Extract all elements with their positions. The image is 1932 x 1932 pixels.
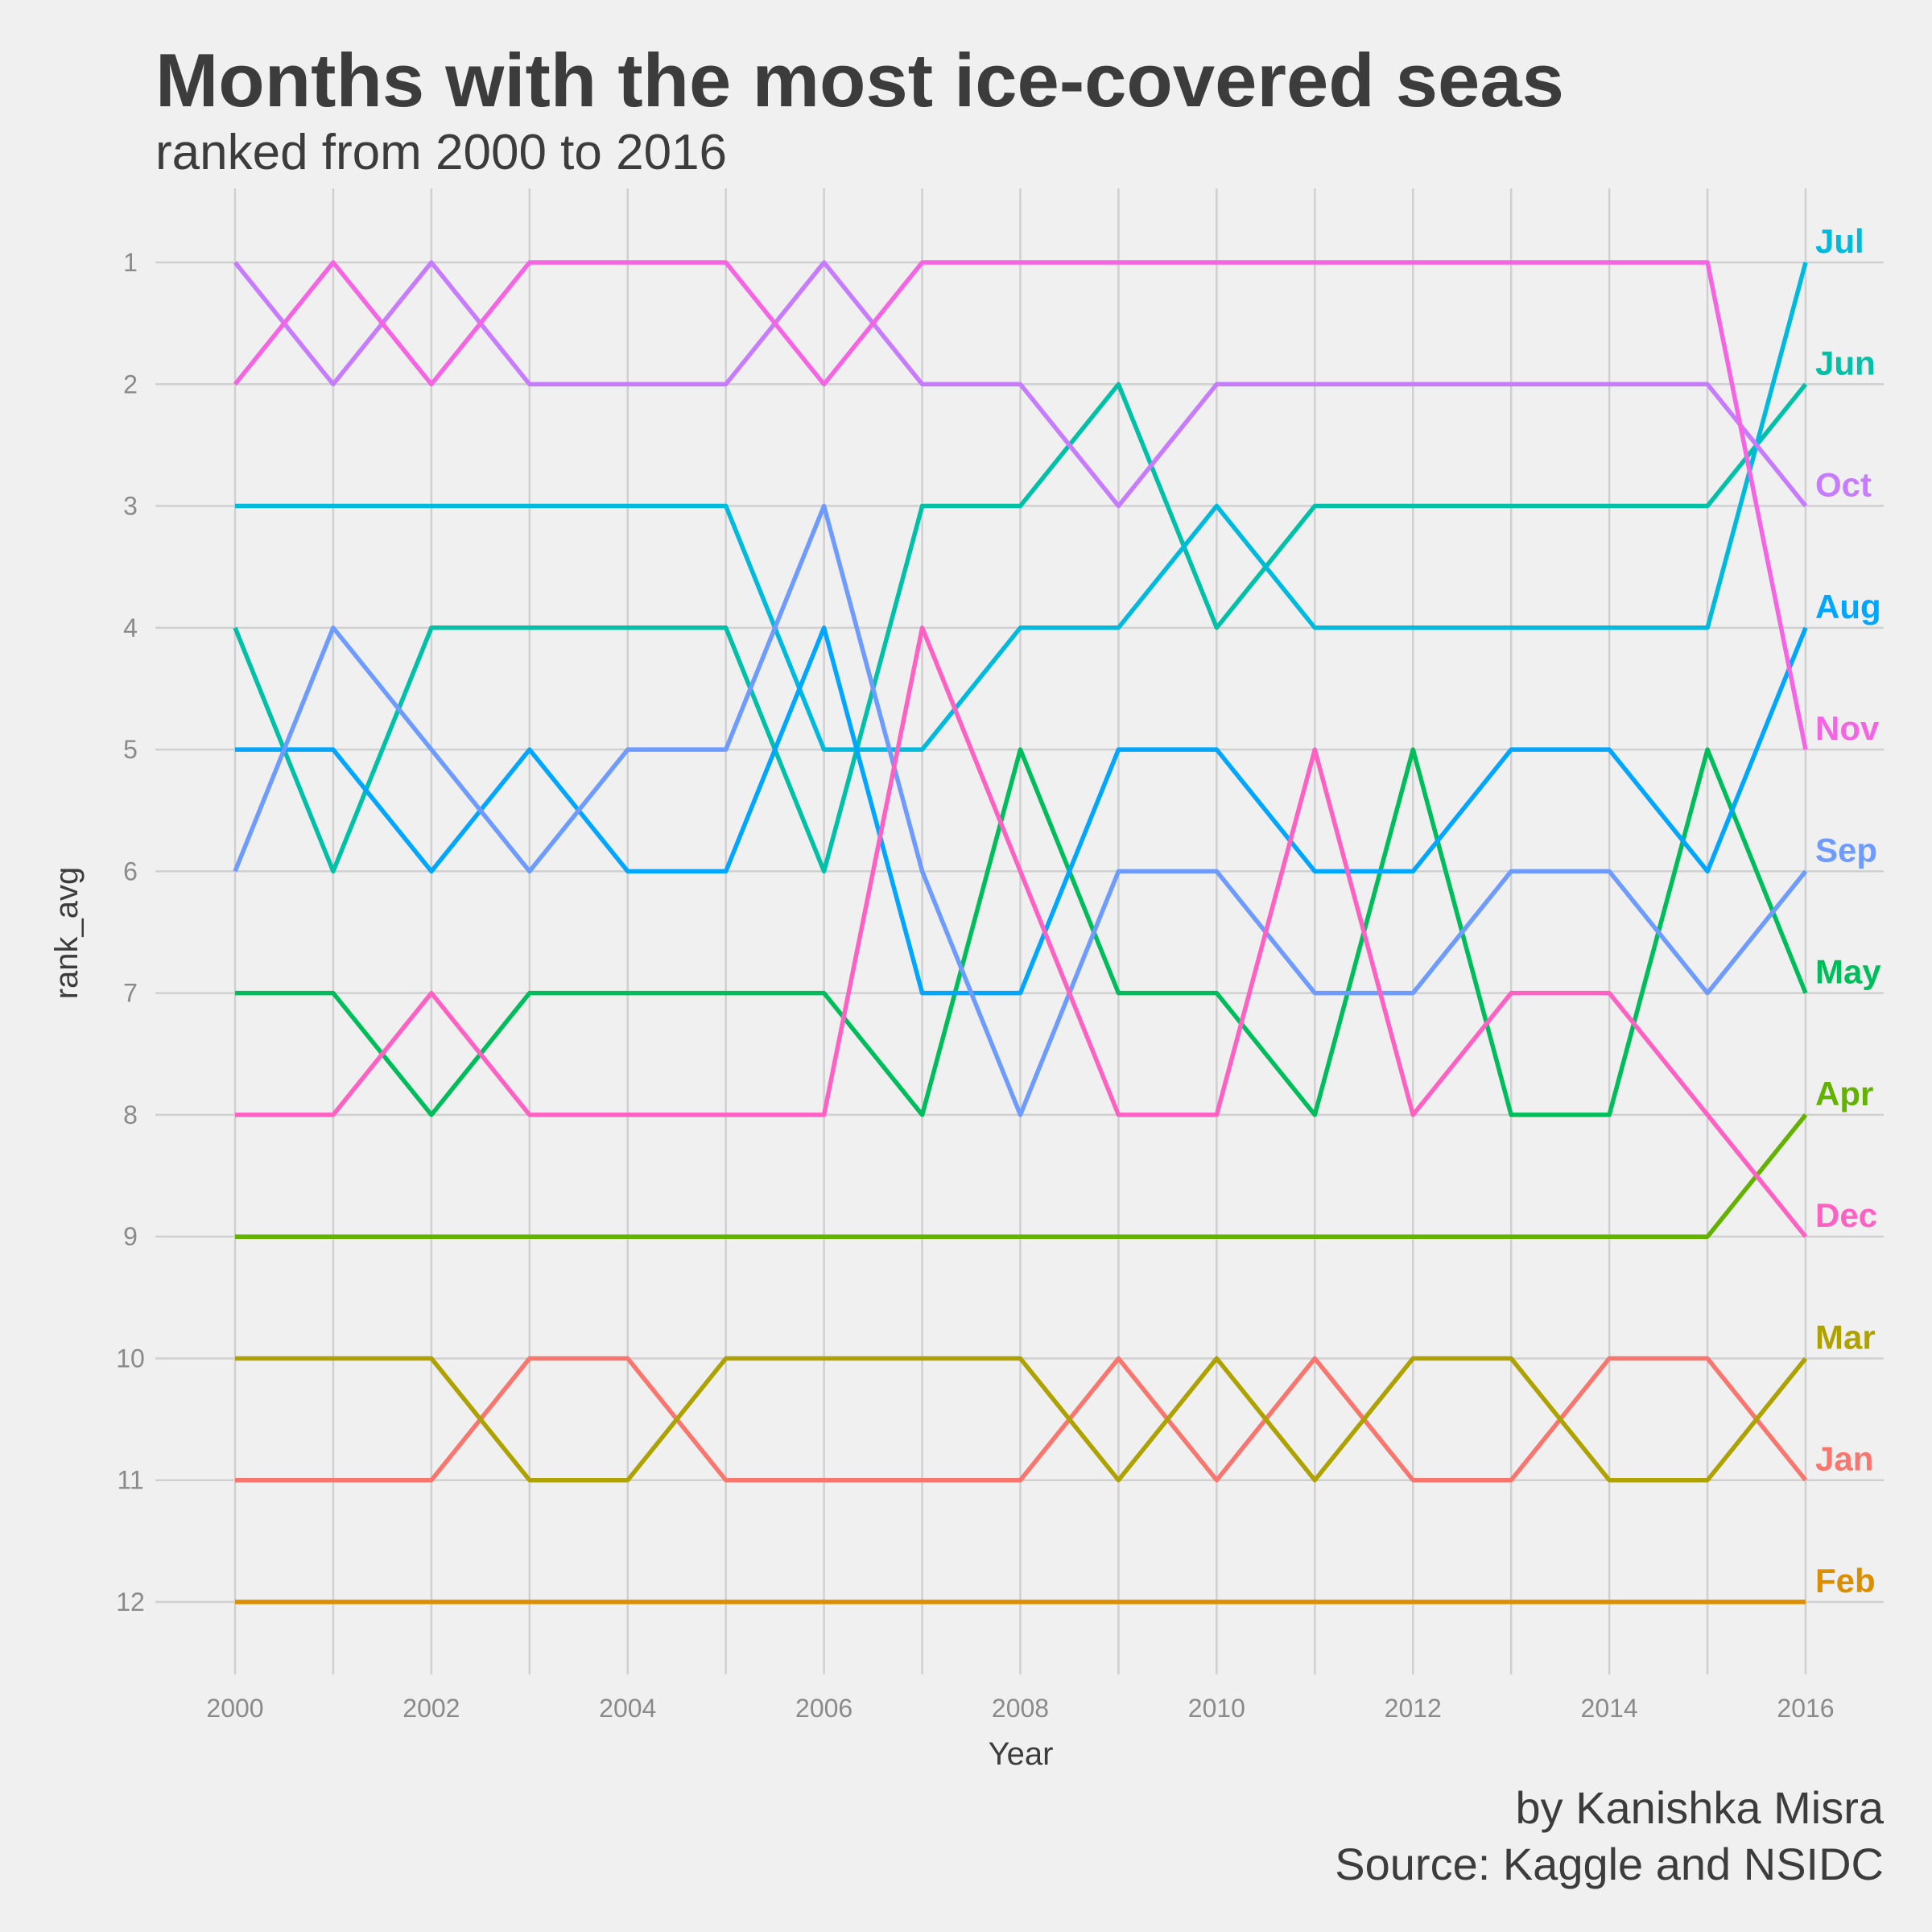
series-line-mar — [235, 1356, 1808, 1483]
series-label-apr: Apr — [1815, 1075, 1873, 1113]
x-tick-label: 2012 — [1385, 1694, 1442, 1723]
chart-title: Months with the most ice-covered seas — [155, 38, 1564, 122]
series-end-labels: Jan Feb Mar Apr May Jun Jul Aug Sep Oct Nov Dec — [1815, 222, 1881, 1600]
x-tick-label: 2006 — [795, 1694, 852, 1723]
chart-subtitle: ranked from 2000 to 2016 — [155, 125, 727, 180]
x-axis-title: Year — [989, 1736, 1054, 1772]
series-label-sep: Sep — [1815, 831, 1877, 869]
series-label-aug: Aug — [1815, 588, 1881, 625]
gridlines — [155, 188, 1884, 1674]
series-label-feb: Feb — [1815, 1562, 1876, 1600]
y-tick-label: 6 — [123, 857, 138, 886]
y-tick-label: 1 — [123, 248, 138, 277]
y-tick-label: 4 — [123, 613, 138, 642]
y-tick-label: 5 — [123, 735, 138, 764]
series-line-dec — [235, 625, 1808, 1238]
y-tick-label: 8 — [123, 1100, 138, 1129]
series-line-apr — [235, 1113, 1808, 1239]
series-line-jul — [235, 262, 1808, 752]
series-lines — [233, 260, 1808, 1604]
series-line-jan — [235, 1356, 1808, 1483]
series-line-may — [235, 747, 1808, 1117]
x-tick-label: 2014 — [1581, 1694, 1638, 1723]
y-tick-label: 11 — [117, 1466, 143, 1495]
series-line-oct — [233, 260, 1808, 509]
y-tick-label: 2 — [123, 369, 138, 398]
y-axis-title: rank_avg — [49, 867, 85, 1000]
y-tick-label: 10 — [116, 1344, 145, 1373]
series-label-nov: Nov — [1815, 709, 1880, 747]
caption-author: by Kanishka Misra — [1515, 1782, 1884, 1833]
series-label-jan: Jan — [1815, 1440, 1873, 1478]
x-tick-label: 2004 — [599, 1694, 656, 1723]
x-tick-label: 2002 — [402, 1694, 460, 1723]
series-label-jul: Jul — [1815, 222, 1864, 260]
series-label-may: May — [1815, 953, 1881, 991]
series-line-sep — [233, 503, 1808, 1117]
series-line-jun — [233, 382, 1808, 874]
series-label-dec: Dec — [1815, 1196, 1877, 1234]
x-tick-label: 2016 — [1777, 1694, 1834, 1723]
y-tick-label: 7 — [123, 979, 138, 1008]
y-tick-label: 12 — [116, 1587, 145, 1616]
x-tick-label: 2000 — [206, 1694, 263, 1723]
series-label-jun: Jun — [1815, 344, 1876, 382]
series-label-mar: Mar — [1815, 1318, 1876, 1356]
caption-source: Source: Kaggle and NSIDC — [1335, 1839, 1884, 1889]
y-tick-label: 9 — [123, 1222, 138, 1251]
series-line-aug — [235, 625, 1808, 996]
x-tick-label: 2008 — [992, 1694, 1049, 1723]
series-line-nov — [233, 260, 1808, 750]
x-tick-label: 2010 — [1188, 1694, 1245, 1723]
series-label-oct: Oct — [1815, 466, 1872, 504]
y-tick-label: 3 — [123, 492, 138, 521]
